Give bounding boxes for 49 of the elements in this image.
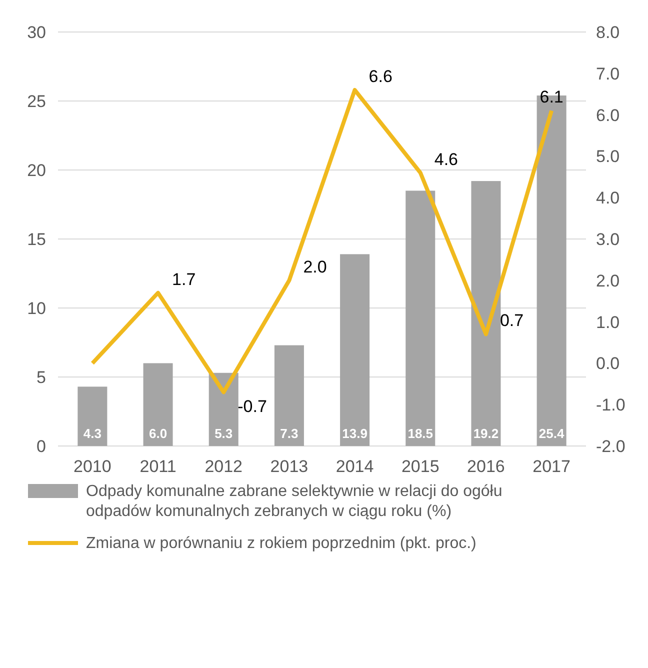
data-label: 6.6 bbox=[368, 66, 392, 86]
x-tick-label: 2013 bbox=[270, 457, 308, 476]
y-tick-label: 0 bbox=[36, 436, 46, 456]
y2-tick-label: 1.0 bbox=[596, 312, 620, 332]
data-label: 7.3 bbox=[280, 426, 298, 441]
bar bbox=[274, 345, 304, 446]
bar bbox=[143, 363, 173, 446]
x-tick-label: 2016 bbox=[467, 457, 505, 476]
y-tick-label: 10 bbox=[27, 298, 46, 318]
y-tick-label: 5 bbox=[36, 368, 46, 387]
x-tick-label: 2014 bbox=[336, 457, 374, 476]
x-tick-label: 2011 bbox=[140, 457, 176, 476]
y2-tick-label: 6.0 bbox=[596, 106, 620, 125]
y2-tick-label: -1.0 bbox=[596, 396, 626, 415]
x-tick-label: 2012 bbox=[204, 457, 243, 476]
x-tick-label: 2010 bbox=[74, 457, 112, 476]
legend-label: Odpady komunalne zabrane selektywnie w relacji do ogółu odpadów komunalnych zebranych w ciągu roku (%) bbox=[86, 483, 502, 520]
data-label: 6.0 bbox=[148, 426, 168, 441]
data-label: 4.3 bbox=[83, 426, 102, 441]
legend-label: Zmiana w porównaniu z rokiem poprzednim (pkt. proc.) bbox=[86, 535, 476, 552]
data-label: 19.2 bbox=[473, 426, 499, 441]
y-tick-label: 30 bbox=[27, 22, 46, 42]
y2-tick-label: 0.0 bbox=[596, 354, 620, 374]
data-label: -0.7 bbox=[238, 397, 267, 416]
x-tick-label: 2015 bbox=[401, 457, 440, 476]
y2-tick-label: -2.0 bbox=[596, 436, 626, 456]
y-tick-label: 15 bbox=[27, 230, 46, 249]
y-tick-label: 25 bbox=[27, 92, 46, 111]
data-label: 0.7 bbox=[500, 311, 524, 330]
x-tick-label: 2017 bbox=[532, 457, 570, 476]
y2-tick-label: 4.0 bbox=[596, 188, 620, 208]
bar bbox=[78, 386, 108, 446]
data-label: 1.7 bbox=[172, 270, 196, 289]
y2-tick-label: 2.0 bbox=[596, 271, 620, 290]
data-label: 25.4 bbox=[538, 426, 565, 441]
bar bbox=[471, 181, 501, 446]
y2-tick-label: 5.0 bbox=[596, 147, 620, 166]
y-tick-label: 20 bbox=[27, 160, 46, 180]
data-label: 4.6 bbox=[434, 150, 458, 169]
data-label: 5.3 bbox=[214, 426, 233, 441]
data-label: 18.5 bbox=[408, 426, 434, 441]
bar bbox=[340, 254, 370, 446]
y2-tick-label: 3.0 bbox=[596, 230, 620, 249]
data-label: 13.9 bbox=[342, 426, 368, 441]
y2-tick-label: 8.0 bbox=[596, 22, 620, 42]
data-label: 2.0 bbox=[303, 257, 327, 276]
data-label: 6.1 bbox=[540, 88, 564, 107]
y2-tick-label: 7.0 bbox=[596, 64, 620, 84]
bar bbox=[406, 190, 436, 446]
